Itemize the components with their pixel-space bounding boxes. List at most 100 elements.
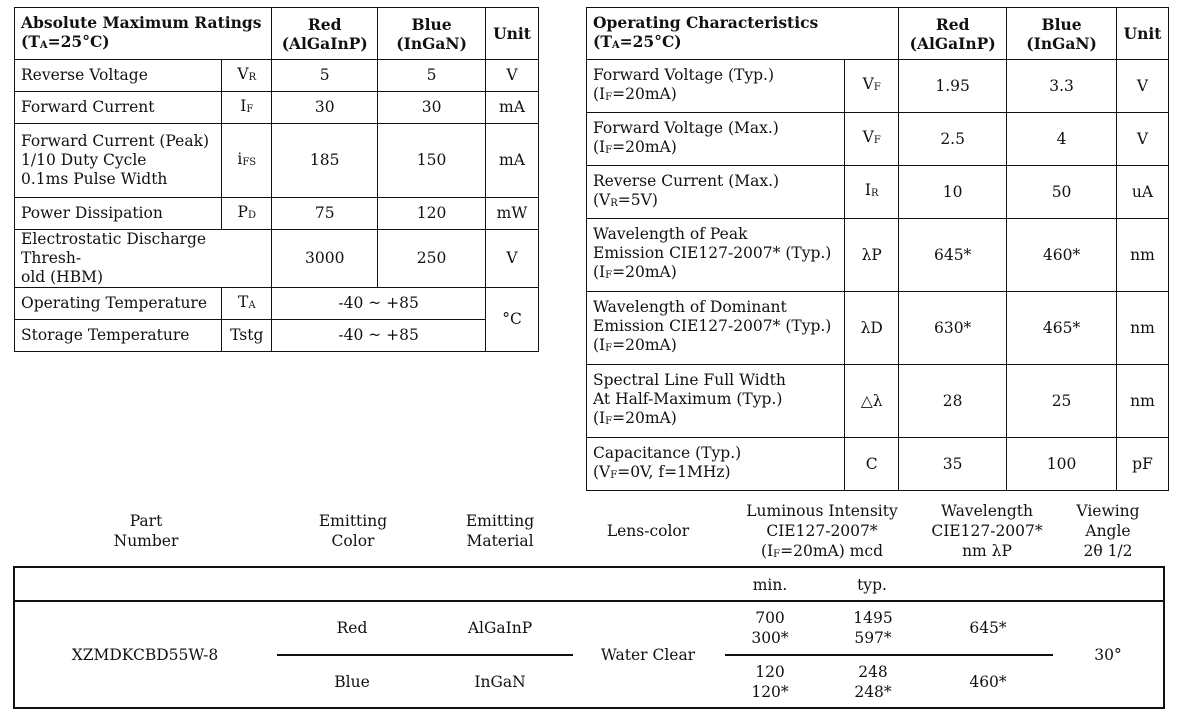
symbol-cell: VF: [844, 112, 900, 166]
red-value: 35: [898, 437, 1008, 491]
blue-value: 460*: [1006, 218, 1117, 292]
header-viewing-angle: Viewing Angle 2θ 1/2: [1076, 502, 1140, 560]
blue-value: 120: [377, 197, 486, 230]
red-value: 3000: [271, 229, 379, 288]
blue-value: 4: [1006, 112, 1117, 166]
symbol-cell: iFS: [221, 123, 273, 198]
blue-value: 100: [1006, 437, 1117, 491]
min-label: min.: [752, 576, 788, 594]
blue-value: 30: [377, 91, 486, 124]
table-row: Electrostatic Discharge Thresh-old (HBM)…: [13, 229, 539, 288]
param-cell: Forward Current: [13, 91, 223, 124]
header-wavelength: Wavelength CIE127-2007* nm λP: [931, 502, 1043, 560]
blue-value: 25: [1006, 364, 1117, 438]
symbol-cell: C: [844, 437, 900, 491]
symbol-cell: λP: [844, 218, 900, 292]
symbol-cell: Tstg: [221, 319, 273, 352]
unit-cell: °C: [485, 287, 539, 352]
divider: [277, 654, 573, 656]
red-value: 630*: [898, 291, 1008, 365]
unit-cell: V: [1115, 112, 1170, 166]
table-row: Forward Voltage (Typ.) (IF=20mA) VF 1.95 …: [585, 59, 1170, 113]
operating-characteristics-table: Operating Characteristics (TA=25°C) Red(…: [585, 7, 1170, 491]
unit-cell: nm: [1115, 364, 1170, 438]
op-title-cell: Operating Characteristics (TA=25°C): [585, 7, 900, 60]
lens-color: Water Clear: [600, 646, 696, 664]
table-row: Storage Temperature Tstg -40 ~ +85: [13, 319, 539, 352]
red-typ: 1495 597*: [853, 609, 893, 647]
table-row: Capacitance (Typ.) (VF=0V, f=1MHz) C 35 1…: [585, 437, 1170, 491]
param-cell: Forward Voltage (Max.) (IF=20mA): [585, 112, 846, 166]
param-cell: Storage Temperature: [13, 319, 223, 352]
viewing-angle: 30°: [1094, 646, 1122, 664]
red-value: 28: [898, 364, 1008, 438]
table-row: Forward Current IF 30 30 mA: [13, 91, 539, 124]
op-col-blue: Blue (InGaN): [1006, 7, 1117, 60]
divider: [14, 600, 1164, 602]
header-part-number: Part Number: [113, 512, 179, 550]
selection-guide-table: [13, 566, 1165, 709]
range-value: -40 ~ +85: [271, 319, 486, 352]
table-row: Operating Temperature TA -40 ~ +85 °C: [13, 287, 539, 352]
symbol-cell: IF: [221, 91, 273, 124]
blue-min: 120 120*: [751, 663, 789, 701]
abs-title-cell: Absolute Maximum Ratings (TA=25°C): [13, 7, 273, 60]
part-number: XZMDKCBD55W-8: [71, 646, 219, 664]
header-emitting-material: Emitting Material: [465, 512, 535, 550]
unit-cell: V: [485, 229, 539, 288]
table-row: Reverse Current (Max.) (VR=5V) IR 10 50 u…: [585, 165, 1170, 219]
param-cell: Electrostatic Discharge Thresh-old (HBM): [13, 229, 273, 288]
symbol-cell: △λ: [844, 364, 900, 438]
unit-cell: uA: [1115, 165, 1170, 219]
red-material: AlGaInP: [467, 619, 533, 637]
symbol-cell: PD: [221, 197, 273, 230]
abs-col-unit: Unit: [485, 7, 539, 60]
blue-value: 150: [377, 123, 486, 198]
unit-cell: mA: [485, 123, 539, 198]
blue-value: 5: [377, 59, 486, 92]
op-col-unit: Unit: [1115, 7, 1170, 60]
unit-cell: mW: [485, 197, 539, 230]
red-value: 5: [271, 59, 379, 92]
abs-condition: (TA=25°C): [21, 31, 110, 51]
blue-wavelength: 460*: [969, 673, 1007, 691]
blue-value: 250: [377, 229, 486, 288]
param-cell: Forward Current (Peak) 1/10 Duty Cycle 0.1…: [13, 123, 223, 198]
abs-col-red: Red (AlGaInP): [271, 7, 379, 60]
unit-cell: nm: [1115, 291, 1170, 365]
blue-value: 465*: [1006, 291, 1117, 365]
param-cell: Power Dissipation: [13, 197, 223, 230]
table-row: Forward Current (Peak) 1/10 Duty Cycle 0.1…: [13, 123, 539, 198]
param-cell: Wavelength of Peak Emission CIE127-2007* …: [585, 218, 846, 292]
red-min: 700 300*: [751, 609, 789, 647]
unit-cell: nm: [1115, 218, 1170, 292]
header-emitting-color: Emitting Color: [318, 512, 388, 550]
unit-cell: V: [1115, 59, 1170, 113]
abs-title: Absolute Maximum Ratings: [21, 12, 262, 32]
param-cell: Reverse Current (Max.) (VR=5V): [585, 165, 846, 219]
unit-cell: mA: [485, 91, 539, 124]
symbol-cell: λD: [844, 291, 900, 365]
typ-label: typ.: [857, 576, 887, 594]
red-value: 30: [271, 91, 379, 124]
unit-cell: V: [485, 59, 539, 92]
table-row: Spectral Line Full Width At Half-Maximum …: [585, 364, 1170, 438]
absolute-max-ratings-table: Absolute Maximum Ratings (TA=25°C) Red (A…: [13, 7, 539, 352]
blue-value: 50: [1006, 165, 1117, 219]
param-cell: Operating Temperature: [13, 287, 223, 320]
table-row: Power Dissipation PD 75 120 mW: [13, 197, 539, 230]
op-title: Operating Characteristics: [593, 12, 819, 32]
red-wavelength: 645*: [969, 619, 1007, 637]
red-value: 2.5: [898, 112, 1008, 166]
blue-typ: 248 248*: [854, 663, 892, 701]
divider: [725, 654, 1053, 656]
header-lens-color: Lens-color: [606, 522, 690, 540]
unit-cell: pF: [1115, 437, 1170, 491]
symbol-cell: VR: [221, 59, 273, 92]
range-value: -40 ~ +85: [271, 287, 486, 320]
red-value: 10: [898, 165, 1008, 219]
red-value: 645*: [898, 218, 1008, 292]
op-col-red: Red (AlGaInP): [898, 7, 1008, 60]
param-cell: Spectral Line Full Width At Half-Maximum …: [585, 364, 846, 438]
table-row: Wavelength of Dominant Emission CIE127-20…: [585, 291, 1170, 365]
